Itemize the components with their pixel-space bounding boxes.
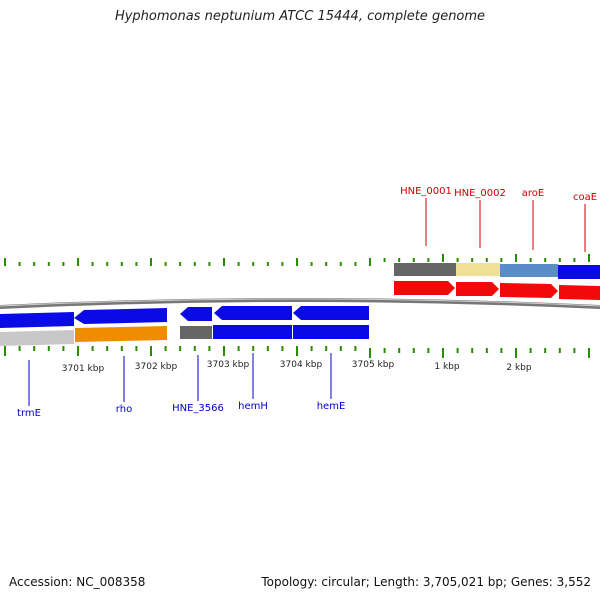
gene-feature-HNE_3566-upper[interactable] (180, 307, 212, 321)
genome-backbone (0, 298, 600, 309)
gene-feature-red-1[interactable] (394, 281, 455, 295)
tick-label: 3704 kbp (280, 360, 323, 370)
tick-labels: 3701 kbp 3702 kbp 3703 kbp 3704 kbp 3705 kbp… (62, 360, 532, 374)
gene-feature-hemE[interactable] (293, 325, 369, 339)
gene-feature-rho-upper[interactable] (74, 308, 167, 324)
gene-feature-red-2[interactable] (456, 282, 499, 296)
tick-label: 3703 kbp (207, 360, 250, 370)
gene-label-bottom[interactable]: HNE_3566 (172, 403, 224, 414)
gene-label-bottom[interactable]: trmE (17, 408, 41, 419)
gene-label-bottom[interactable]: hemH (238, 401, 268, 412)
bottom-tick-row (4, 346, 590, 358)
label-leaders (28, 198, 586, 406)
gene-feature-aroE[interactable] (500, 264, 558, 277)
gene-label-top[interactable]: HNE_0002 (454, 188, 506, 199)
gene-feature-HNE_0002[interactable] (456, 263, 500, 276)
gene-label-top[interactable]: aroE (522, 188, 544, 199)
gene-label-top[interactable]: coaE (573, 192, 597, 203)
gene-feature-trmE[interactable] (0, 312, 74, 328)
gene-feature-trmE-lower[interactable] (0, 330, 74, 346)
map-title: Hyphomonas neptunium ATCC 15444, complet… (114, 9, 486, 24)
gene-feature-hemE-upper[interactable] (293, 306, 369, 320)
top-tick-row (4, 254, 590, 266)
gene-labels: HNE_0001 HNE_0002 aroE coaE trmE rho HNE_3566 h… (17, 186, 597, 419)
gene-feature-coaE[interactable] (558, 265, 600, 279)
gene-label-bottom[interactable]: rho (116, 404, 132, 415)
gene-label-bottom[interactable]: hemE (317, 401, 346, 412)
gene-feature-hemH-upper[interactable] (214, 306, 292, 320)
genome-summary-text: Topology: circular; Length: 3,705,021 bp… (261, 575, 591, 589)
gene-feature-HNE_3566[interactable] (180, 326, 212, 339)
tick-label: 3705 kbp (352, 360, 395, 370)
gene-feature-HNE_0001[interactable] (394, 263, 456, 276)
tick-label: 1 kbp (434, 362, 460, 372)
gene-track-right (394, 263, 600, 300)
tick-label: 3702 kbp (135, 362, 178, 372)
gene-track-left (0, 306, 369, 346)
gene-feature-rho[interactable] (75, 326, 167, 342)
gene-feature-hemH[interactable] (213, 325, 292, 339)
gene-feature-red-3[interactable] (500, 283, 558, 298)
accession-text: Accession: NC_008358 (9, 575, 146, 589)
tick-label: 3701 kbp (62, 364, 105, 374)
gene-label-top[interactable]: HNE_0001 (400, 186, 452, 197)
gene-feature-red-4[interactable] (559, 285, 600, 300)
tick-label: 2 kbp (506, 363, 532, 373)
genome-backbone-highlight (0, 298, 600, 307)
